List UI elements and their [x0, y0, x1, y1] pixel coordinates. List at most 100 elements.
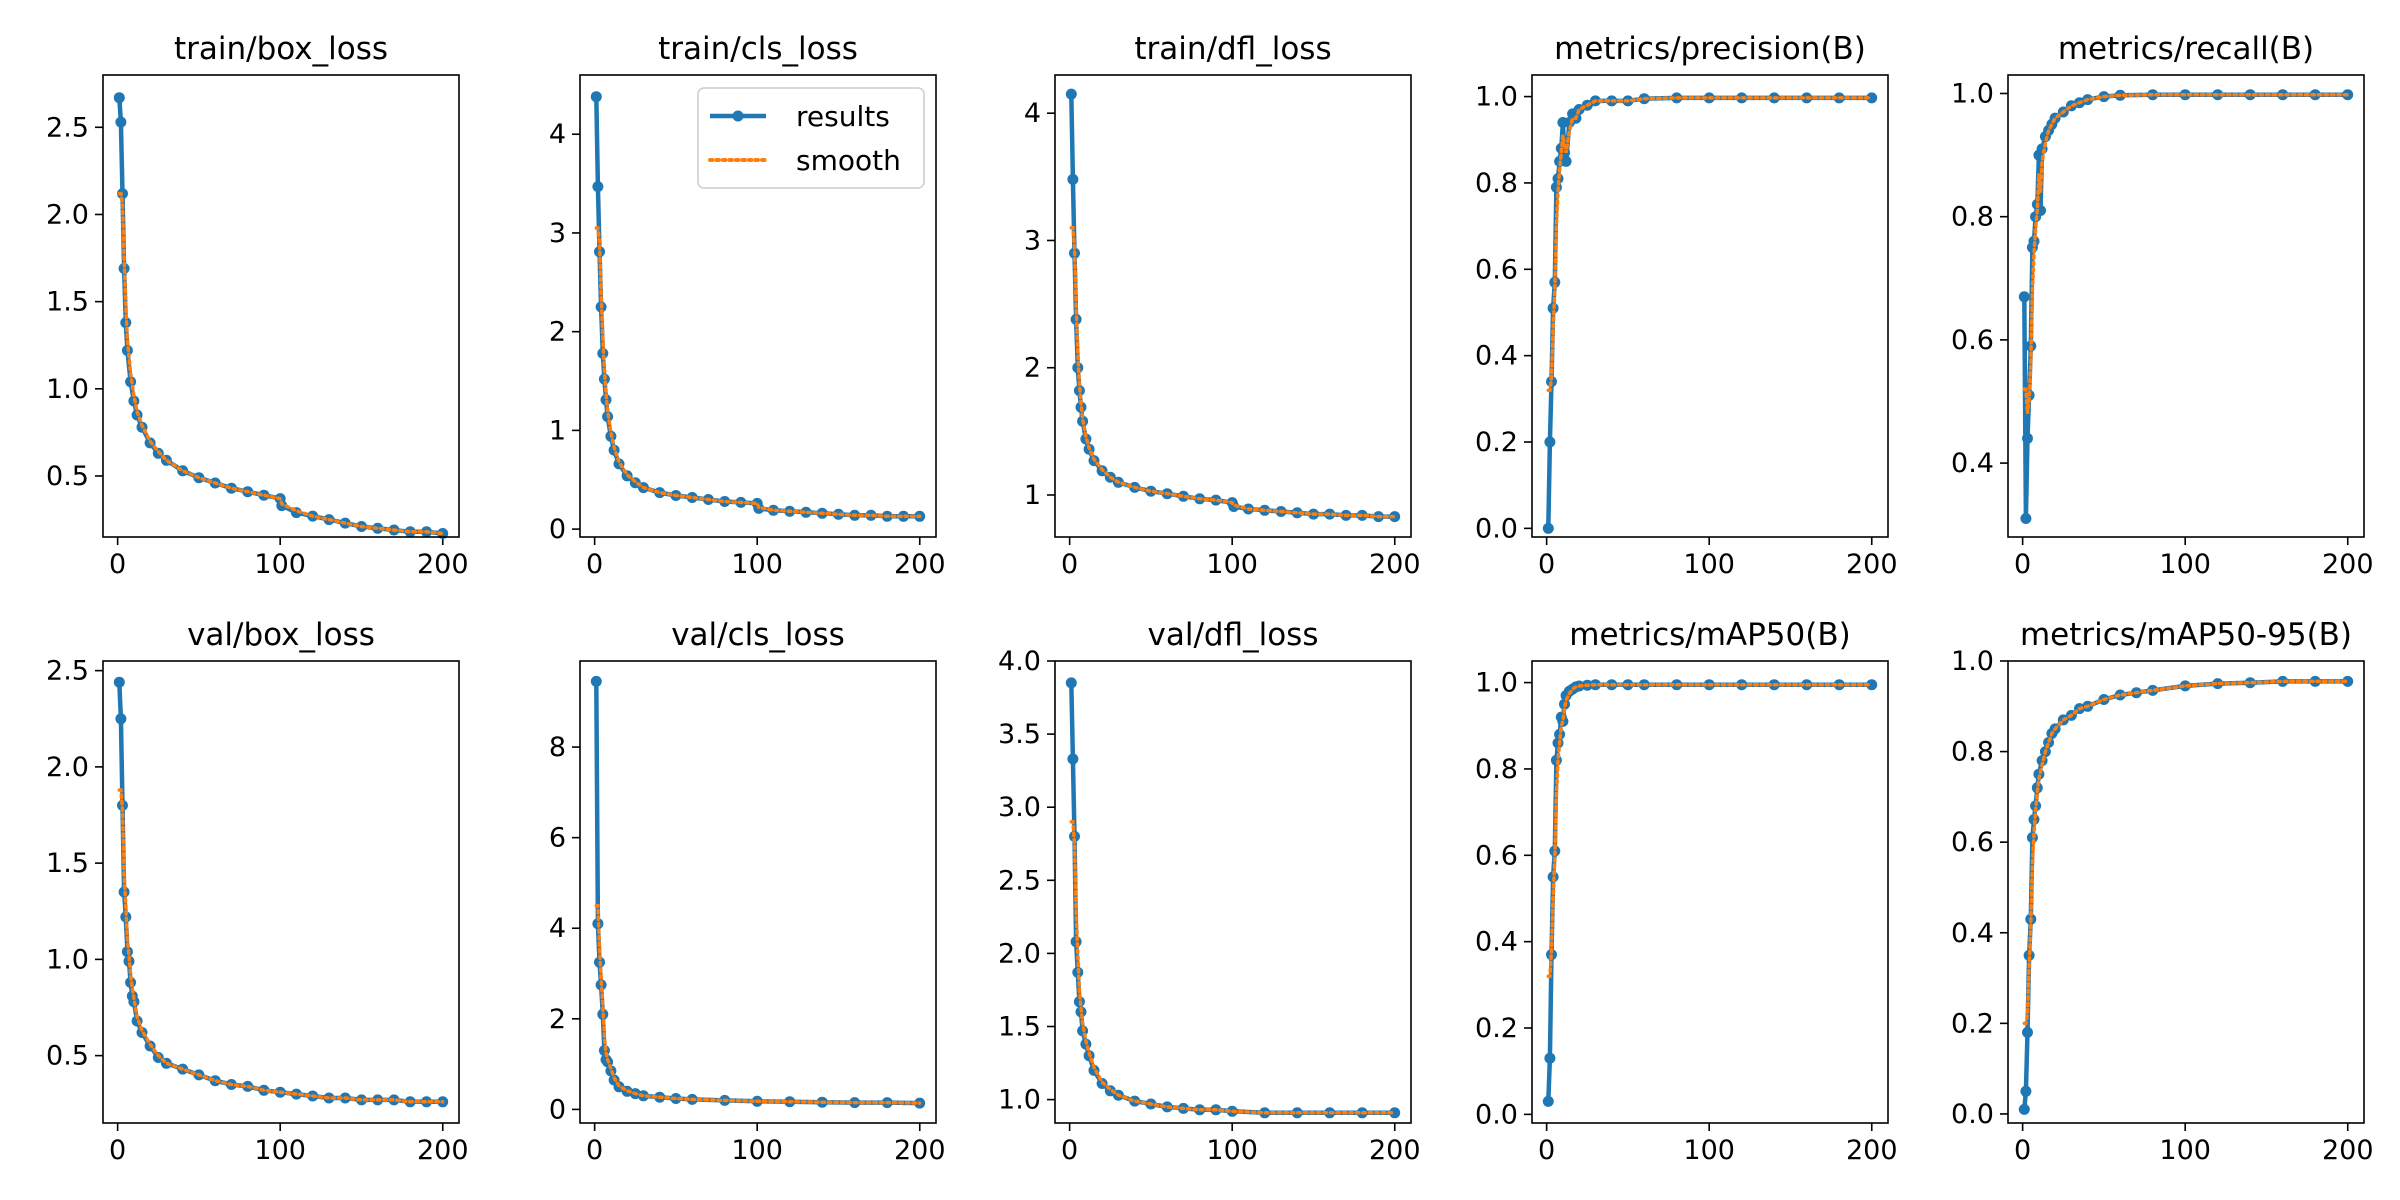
y-tick-label: 1.0 — [1475, 82, 1518, 113]
y-tick-label: 0.2 — [1475, 1013, 1518, 1044]
x-tick-label: 200 — [2322, 549, 2374, 580]
subplot: train/box_loss 0 100 200 0.5 1.0 1.5 2.0 2.5 — [46, 31, 468, 580]
smooth-line — [2022, 679, 2350, 1026]
results-point — [1544, 1052, 1556, 1064]
results-point — [2018, 1103, 2030, 1115]
axes-frame — [102, 660, 460, 1124]
x-tick-label: 0 — [109, 1135, 126, 1166]
results-point — [2147, 684, 2159, 696]
y-tick-label: 0.6 — [1951, 827, 1994, 858]
subplot: metrics/recall(B) 0 100 200 0.4 0.6 0.8 1.0 — [1951, 31, 2373, 580]
y-tick-label: 0.6 — [1475, 840, 1518, 871]
x-tick-label: 100 — [1683, 1135, 1735, 1166]
results-point — [1067, 173, 1079, 185]
legend-results-label: results — [796, 100, 890, 133]
y-tick-label: 0.4 — [1475, 927, 1518, 958]
y-tick-label: 0.2 — [1475, 427, 1518, 458]
smooth-line — [2022, 92, 2350, 415]
x-tick-label: 0 — [586, 1135, 603, 1166]
results-point — [113, 92, 125, 104]
results-point — [2342, 675, 2354, 687]
y-tick-label: 4.0 — [998, 646, 1041, 677]
y-tick-label: 3.5 — [998, 719, 1041, 750]
x-tick-label: 100 — [731, 549, 783, 580]
smooth-line — [594, 903, 922, 1105]
y-tick-label: 0.0 — [1475, 1099, 1518, 1130]
y-tick-label: 1.0 — [1951, 78, 1994, 109]
axes-frame — [102, 74, 460, 538]
y-tick-label: 2.0 — [46, 199, 89, 230]
subplot-title: metrics/mAP50(B) — [1569, 617, 1850, 653]
smooth-line — [1546, 96, 1874, 392]
axes-frame — [2007, 74, 2365, 538]
subplot-title: val/cls_loss — [671, 617, 845, 653]
y-tick-label: 0.8 — [1951, 737, 1994, 768]
x-tick-label: 0 — [586, 549, 603, 580]
y-tick-label: 1.0 — [46, 374, 89, 405]
axes-frame — [579, 660, 937, 1124]
x-tick-label: 0 — [1061, 1135, 1078, 1166]
results-point — [115, 116, 127, 128]
y-tick-label: 1.0 — [1475, 668, 1518, 699]
y-tick-label: 1.5 — [46, 848, 89, 879]
y-tick-label: 0.4 — [1475, 341, 1518, 372]
y-tick-label: 3 — [549, 218, 566, 249]
y-tick-label: 1 — [1024, 480, 1041, 511]
subplot: metrics/mAP50-95(B) 0 100 200 0.0 0.2 0.4 0.6 0.… — [1951, 617, 2373, 1166]
y-tick-label: 0.6 — [1951, 325, 1994, 356]
subplot: val/cls_loss 0 100 200 0 2 4 6 8 — [549, 617, 946, 1166]
results-point — [1065, 677, 1077, 689]
x-tick-label: 100 — [2159, 1135, 2211, 1166]
y-tick-label: 0.8 — [1475, 754, 1518, 785]
results-point — [2212, 678, 2224, 690]
y-tick-label: 3.0 — [998, 792, 1041, 823]
x-tick-label: 200 — [2322, 1135, 2374, 1166]
y-tick-label: 1.0 — [998, 1085, 1041, 1116]
results-point — [590, 675, 602, 687]
x-tick-label: 0 — [1538, 1135, 1555, 1166]
y-tick-label: 1 — [549, 415, 566, 446]
subplot: metrics/precision(B) 0 100 200 0.0 0.2 0.4 0.6 0… — [1475, 31, 1897, 580]
results-point — [1560, 155, 1572, 167]
axes-frame — [1531, 74, 1889, 538]
smooth-line — [1069, 820, 1397, 1115]
y-tick-label: 1.0 — [46, 944, 89, 975]
y-tick-label: 2.0 — [998, 938, 1041, 969]
results-point — [113, 676, 125, 688]
results-point — [2020, 1085, 2032, 1097]
results-point — [592, 181, 604, 193]
subplot-title: val/box_loss — [187, 617, 375, 653]
y-tick-label: 4 — [549, 913, 566, 944]
x-tick-label: 0 — [109, 549, 126, 580]
subplot: train/cls_loss 0 100 200 0 1 2 3 4 results smooth — [549, 31, 946, 580]
smooth-line — [1546, 682, 1874, 978]
axes-frame — [1531, 660, 1889, 1124]
results-point — [225, 482, 237, 494]
results-point — [2179, 680, 2191, 692]
axes-frame — [1054, 660, 1412, 1124]
x-tick-label: 100 — [1683, 549, 1735, 580]
subplot-title: val/dfl_loss — [1148, 617, 1319, 653]
y-tick-label: 0.4 — [1951, 918, 1994, 949]
y-tick-label: 0.6 — [1475, 254, 1518, 285]
x-tick-label: 200 — [894, 549, 946, 580]
x-tick-label: 100 — [254, 1135, 306, 1166]
y-tick-label: 2.5 — [998, 865, 1041, 896]
y-tick-label: 0.8 — [1951, 202, 1994, 233]
legend-smooth-label: smooth — [796, 144, 901, 177]
y-tick-label: 1.5 — [998, 1012, 1041, 1043]
results-point — [1866, 92, 1878, 104]
results-point — [686, 492, 698, 503]
y-tick-label: 2.5 — [46, 656, 89, 687]
smooth-line — [117, 191, 445, 536]
smooth-line — [1069, 225, 1397, 519]
y-tick-label: 2.5 — [46, 112, 89, 143]
y-tick-label: 2 — [549, 1004, 566, 1035]
y-tick-label: 0.0 — [1475, 513, 1518, 544]
x-tick-label: 0 — [2014, 549, 2031, 580]
smooth-line — [117, 788, 445, 1104]
y-tick-label: 0.8 — [1475, 168, 1518, 199]
y-tick-label: 4 — [1024, 98, 1041, 129]
results-point — [2023, 949, 2035, 961]
x-tick-label: 0 — [2014, 1135, 2031, 1166]
